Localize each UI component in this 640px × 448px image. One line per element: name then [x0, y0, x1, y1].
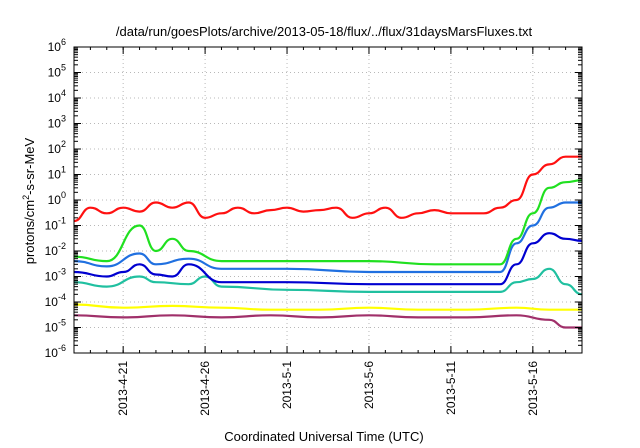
y-tick-label: 102: [48, 139, 66, 156]
y-tick-label: 10-3: [45, 267, 66, 284]
x-axis-label: Coordinated Universal Time (UTC): [224, 429, 423, 444]
series-line-3: [73, 267, 583, 296]
x-tick-label: 2013-4-26: [198, 361, 212, 416]
y-tick-label: 106: [48, 37, 66, 54]
y-axis-label: protons/cm2-s-sr-MeV: [21, 137, 37, 264]
x-tick-labels: 2013-4-21 2013-4-26 2013-5-1 2013-5-6 2013-5…: [116, 361, 540, 416]
y-tick-label: 100: [48, 190, 66, 207]
x-tick-label: 2013-5-6: [362, 361, 376, 409]
y-tick-label: 10-1: [45, 216, 66, 233]
series-line-6: [73, 179, 583, 266]
series-line-7: [73, 155, 582, 223]
series-line-2: [73, 303, 582, 311]
y-tick-label: 103: [48, 114, 66, 131]
x-tick-label: 2013-5-16: [526, 361, 540, 416]
series-line-1: [73, 314, 582, 329]
y-tick-label: 10-4: [45, 292, 66, 309]
x-tick-label: 2013-5-1: [280, 361, 294, 409]
chart-title: /data/run/goesPlots/archive/2013-05-18/f…: [116, 24, 533, 39]
x-tick-label: 2013-5-11: [444, 361, 458, 415]
y-tick-label: 10-2: [45, 241, 66, 258]
y-tick-label: 101: [48, 165, 66, 182]
y-tick-label: 10-6: [45, 343, 66, 360]
y-tick-label: 105: [48, 63, 66, 80]
x-tick-label: 2013-4-21: [116, 361, 130, 416]
y-tick-label: 10-5: [45, 318, 66, 335]
series-line-5: [73, 201, 582, 274]
y-tick-label: 104: [48, 88, 66, 105]
y-tick-labels: 10-6 10-5 10-4 10-3 10-2 10-1 100 101 102 103 104 1…: [45, 37, 66, 360]
series-line-4: [73, 232, 583, 286]
series-layer: [73, 155, 583, 329]
axis-ticks: [73, 46, 583, 354]
